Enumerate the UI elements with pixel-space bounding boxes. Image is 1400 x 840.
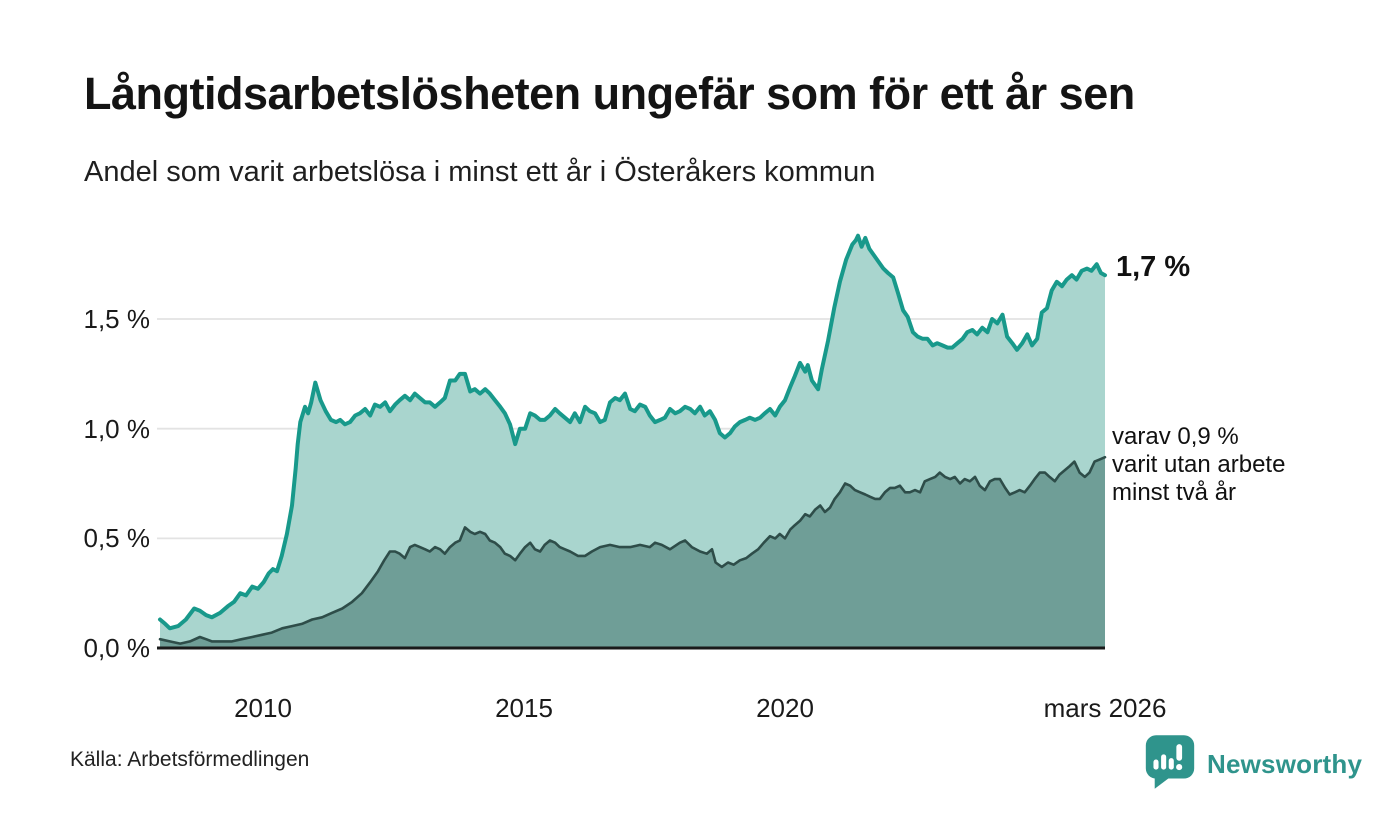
x-tick-mars-2026: mars 2026 [1043,693,1167,723]
secondary-value-line1: varav 0,9 % [1112,423,1239,450]
y-tick-1-0: 1,0 % [83,414,151,444]
y-tick-0-0: 0,0 % [83,633,151,663]
newsworthy-wordmark: Newsworthy [1207,749,1363,779]
newsworthy-logo[interactable]: Newsworthy [1144,734,1362,795]
y-tick-0-5: 0,5 % [83,523,151,553]
newsworthy-icon [1144,734,1196,795]
x-tick-2020: 2020 [756,693,814,723]
chart-subtitle: Andel som varit arbetslösa i minst ett å… [84,156,876,188]
y-tick-1-5: 1,5 % [83,304,151,334]
latest-value-label: 1,7 % [1116,251,1191,283]
secondary-value-line3: minst två år [1112,479,1237,506]
x-tick-2010: 2010 [234,693,292,723]
x-tick-2015: 2015 [495,693,553,723]
secondary-value-label: varav 0,9 % varit utan arbete minst två … [1112,423,1352,507]
source-note: Källa: Arbetsförmedlingen [70,748,310,771]
chart-title: Långtidsarbetslösheten ungefär som för e… [84,68,1135,119]
secondary-value-line2: varit utan arbete [1112,451,1286,478]
